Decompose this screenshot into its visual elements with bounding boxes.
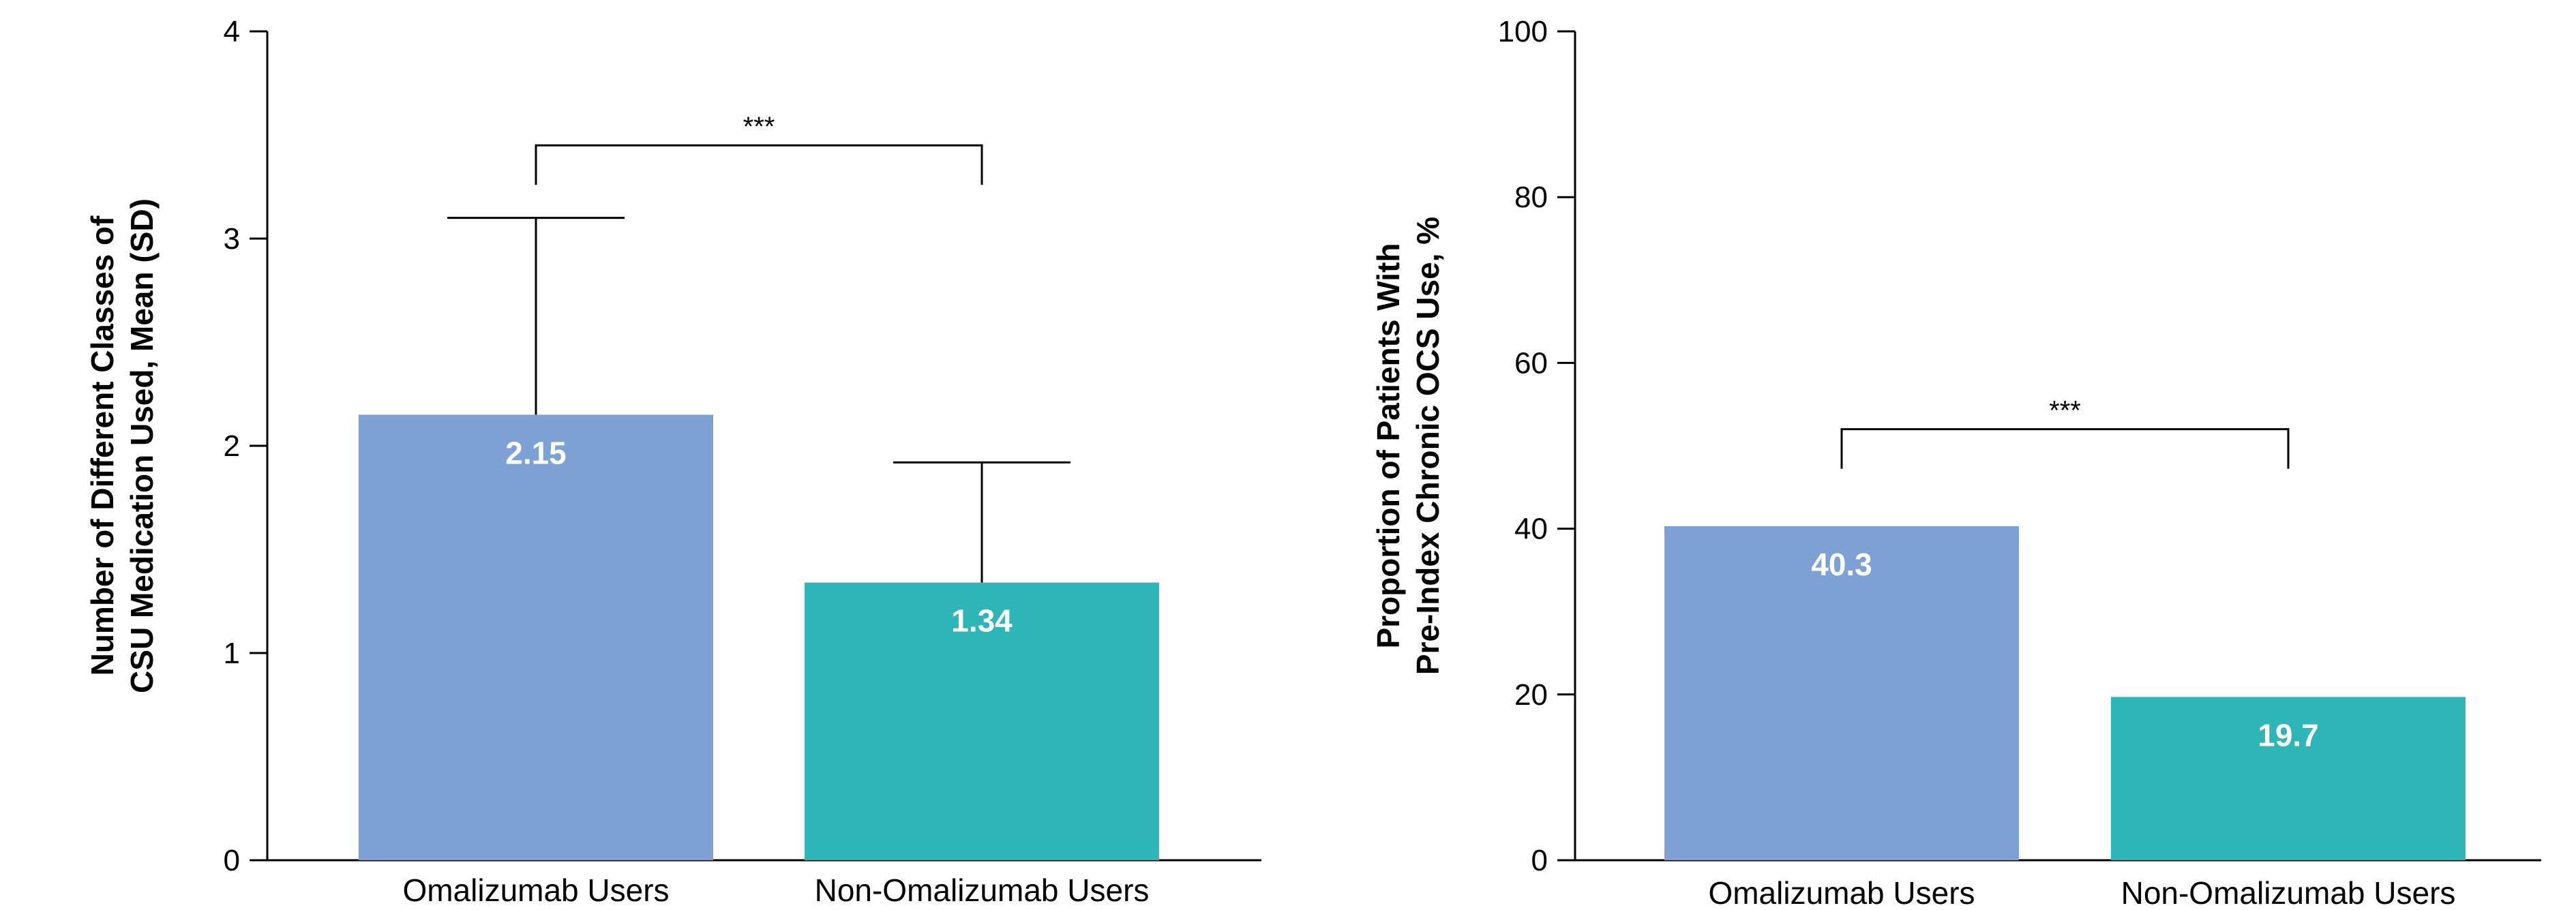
- bar-data-label: 19.7: [2258, 717, 2319, 753]
- bar-data-label: 1.34: [951, 603, 1013, 639]
- bar: [359, 414, 713, 860]
- bar: [805, 582, 1159, 860]
- y-tick-label: 2: [224, 429, 240, 463]
- bar: [2111, 697, 2466, 860]
- y-tick-label: 40: [1514, 513, 1548, 546]
- y-axis-title: Proportion of Patients With: [1371, 243, 1406, 649]
- significance-bracket: [535, 144, 983, 185]
- significance-label: ***: [743, 112, 775, 142]
- y-axis-title: Pre-Index Chronic OCS Use, %: [1410, 217, 1446, 675]
- y-tick-label: 4: [224, 15, 240, 48]
- x-category-label: Non-Omalizumab Users: [815, 873, 1150, 908]
- x-category-label: Omalizumab Users: [402, 873, 669, 908]
- bar-data-label: 2.15: [505, 435, 567, 470]
- significance-bracket: [1840, 428, 2290, 469]
- x-category-label: Non-Omalizumab Users: [2121, 875, 2456, 910]
- y-tick-label: 80: [1514, 181, 1548, 214]
- chart-panel-2: 0 20 40 60 80 100 Proportion of Patients With P…: [1371, 15, 2541, 910]
- y-tick-label: 3: [224, 222, 240, 256]
- bar: [1664, 526, 2019, 860]
- y-axis-title: CSU Medication Used, Mean (SD): [124, 198, 160, 693]
- y-tick-label: 100: [1498, 15, 1548, 48]
- x-category-label: Omalizumab Users: [1708, 875, 1975, 910]
- y-tick-label: 0: [1531, 844, 1548, 877]
- chart-panel-1: 0 1 2 3 4 Number of Different Classes of CSU M…: [85, 15, 1261, 908]
- bar-data-label: 40.3: [1811, 547, 1872, 582]
- significance-label: ***: [2049, 396, 2081, 426]
- y-tick-label: 0: [224, 844, 240, 877]
- y-tick-label: 60: [1514, 346, 1548, 380]
- y-tick-label: 1: [224, 637, 240, 670]
- y-axis-title: Number of Different Classes of: [85, 215, 120, 676]
- y-tick-label: 20: [1514, 678, 1548, 712]
